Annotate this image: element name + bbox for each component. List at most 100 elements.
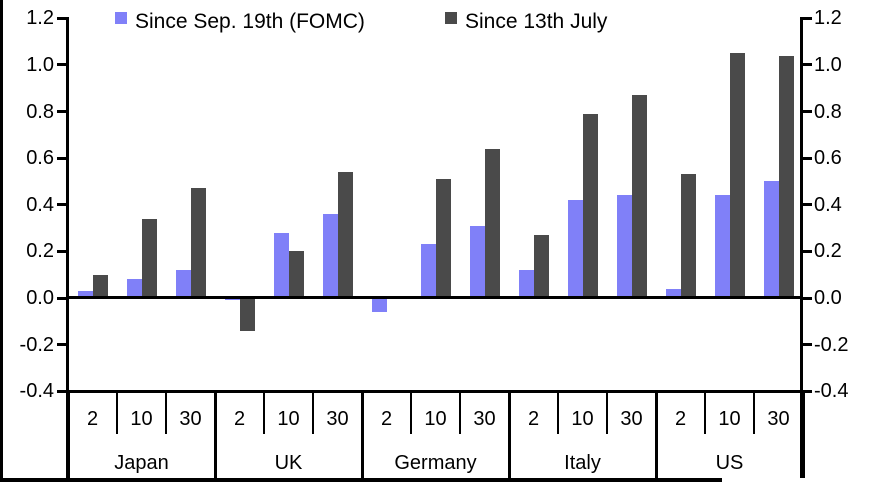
y-tick-left <box>57 110 68 113</box>
y-axis-label-right: -0.2 <box>814 333 849 356</box>
legend-item-fomc: Since Sep. 19th (FOMC) <box>115 10 365 34</box>
bar-US-2-s1 <box>680 174 696 298</box>
bar-Italy-30-s0 <box>616 195 632 298</box>
y-tick-left <box>57 249 68 253</box>
y-tick-right <box>801 203 812 207</box>
y-tick-left <box>57 156 68 160</box>
y-tick-left <box>57 389 68 393</box>
tenor-label-Italy-10: 10 <box>571 408 594 430</box>
bar-Japan-10-s1 <box>141 218 157 298</box>
y-axis-label-right: 0.4 <box>814 193 842 216</box>
y-tick-right <box>801 389 812 393</box>
bar-Japan-30-s0 <box>175 270 191 298</box>
y-axis-label-left: 0.8 <box>26 100 54 123</box>
y-tick-right <box>801 110 812 113</box>
y-tick-right <box>801 156 812 160</box>
tenor-separator <box>557 392 559 434</box>
tenor-label-US-2: 2 <box>674 408 687 430</box>
y-axis-label-left: -0.2 <box>19 333 54 356</box>
y-tick-right <box>801 63 812 67</box>
bar-Japan-30-s1 <box>190 188 206 298</box>
bar-Germany-2-s0 <box>371 298 387 312</box>
bar-Italy-30-s1 <box>631 95 647 298</box>
tenor-label-Italy-2: 2 <box>527 408 540 430</box>
tenor-separator <box>312 392 314 434</box>
zero-line <box>68 296 803 299</box>
y-axis-label-left: 0.6 <box>26 147 54 170</box>
y-axis-label-left: -0.4 <box>19 380 54 403</box>
y-axis-label-left: 0.2 <box>26 240 54 263</box>
bar-Germany-10-s1 <box>435 179 451 298</box>
y-tick-left <box>57 343 68 347</box>
y-tick-right <box>801 296 812 300</box>
tenor-separator <box>606 392 608 434</box>
y-tick-right <box>801 249 812 253</box>
y-tick-left <box>57 16 68 20</box>
y-axis-label-left: 0.0 <box>26 287 54 309</box>
bar-Japan-10-s0 <box>126 279 142 298</box>
tenor-label-Germany-10: 10 <box>424 408 447 430</box>
bar-US-10-s1 <box>729 53 745 298</box>
bar-US-2-s0 <box>665 288 681 298</box>
tenor-label-Japan-10: 10 <box>130 408 153 430</box>
y-axis-label-left: 0.4 <box>26 193 54 216</box>
country-separator <box>507 392 511 478</box>
tenor-label-UK-10: 10 <box>277 408 300 430</box>
bar-UK-2-s1 <box>239 298 255 331</box>
y-axis-label-right: 1.2 <box>814 7 842 30</box>
bar-Germany-30-s0 <box>469 225 485 298</box>
image-left-border <box>0 0 3 482</box>
bar-Germany-30-s1 <box>484 148 500 298</box>
tenor-separator <box>410 392 412 434</box>
y-axis-label-left: 1.2 <box>26 7 54 30</box>
country-label-Japan: Japan <box>114 452 169 474</box>
legend-swatch-july-icon <box>445 12 457 24</box>
tenor-separator <box>263 392 265 434</box>
tenor-label-Italy-30: 30 <box>620 408 643 430</box>
bar-UK-10-s0 <box>273 232 289 298</box>
legend-label-fomc: Since Sep. 19th (FOMC) <box>135 10 365 33</box>
legend-swatch-fomc-icon <box>115 12 127 24</box>
bar-UK-10-s1 <box>288 251 304 298</box>
y-tick-right <box>801 343 812 347</box>
bar-Japan-2-s1 <box>92 274 108 298</box>
bar-Italy-2-s0 <box>518 270 534 298</box>
y-axis-label-right: 0.2 <box>814 240 842 263</box>
tenor-label-Japan-2: 2 <box>86 408 99 430</box>
y-axis-right <box>800 17 803 478</box>
tenor-label-UK-30: 30 <box>326 408 349 430</box>
y-axis-label-right: 0.8 <box>814 100 842 123</box>
tenor-separator <box>459 392 461 434</box>
y-axis-label-right: -0.4 <box>814 380 849 403</box>
tenor-label-Germany-2: 2 <box>380 408 393 430</box>
y-axis-label-right: 0.6 <box>814 147 842 170</box>
bar-Italy-10-s0 <box>567 200 583 298</box>
tenor-label-Germany-30: 30 <box>473 408 496 430</box>
bar-US-30-s0 <box>763 181 779 298</box>
bar-UK-30-s0 <box>322 214 338 298</box>
tenor-label-US-30: 30 <box>767 408 790 430</box>
tenor-label-UK-2: 2 <box>233 408 246 430</box>
country-separator <box>654 392 658 478</box>
tenor-label-US-10: 10 <box>718 408 741 430</box>
y-axis-label-right: 1.0 <box>814 53 842 76</box>
y-tick-right <box>801 16 812 20</box>
y-tick-left <box>57 203 68 207</box>
country-separator <box>66 392 70 478</box>
bar-US-30-s1 <box>778 55 794 298</box>
bar-Italy-2-s1 <box>533 235 549 298</box>
country-separator <box>213 392 217 478</box>
tenor-separator <box>753 392 755 434</box>
y-axis-left <box>66 17 69 478</box>
image-bottom-border <box>0 478 722 482</box>
country-separator <box>801 392 805 478</box>
y-tick-left <box>57 296 68 300</box>
x-axis <box>66 390 803 393</box>
tenor-separator <box>165 392 167 434</box>
y-axis-label-left: 1.0 <box>26 53 54 76</box>
y-tick-left <box>57 63 68 67</box>
country-label-US: US <box>715 452 744 474</box>
legend-item-july: Since 13th July <box>445 10 607 34</box>
tenor-separator <box>116 392 118 434</box>
bar-UK-30-s1 <box>337 172 353 298</box>
